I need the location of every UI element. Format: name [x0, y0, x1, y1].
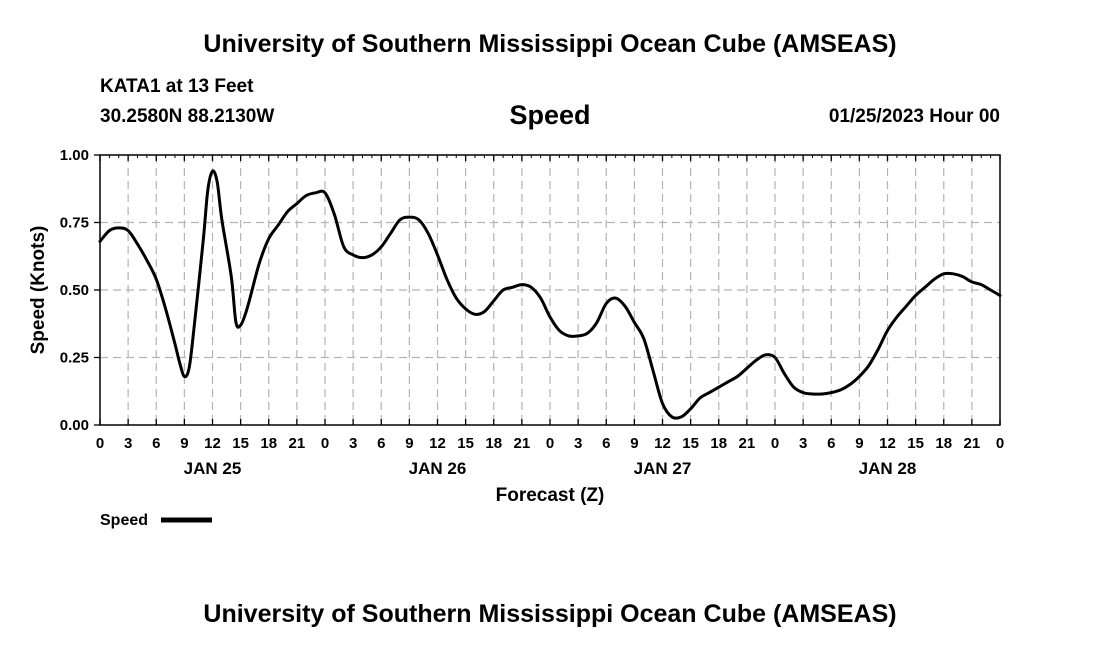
- x-tick-label: 12: [204, 435, 221, 452]
- x-tick-label: 0: [321, 435, 329, 452]
- speed-series-line: [98, 169, 1002, 420]
- x-tick-label: 3: [799, 435, 807, 452]
- day-label: JAN 25: [184, 459, 242, 478]
- legend: Speed: [100, 512, 212, 529]
- x-tick-label: 6: [152, 435, 160, 452]
- x-tick-label: 6: [377, 435, 385, 452]
- tick-labels: 0 3 6 9 12 15 18 21 0 3 6 9 12 15 18 21 0 3 6 9 12 15 18 21 0 3 6 9…: [60, 147, 1004, 478]
- day-label: JAN 28: [859, 459, 917, 478]
- series-layer: [98, 169, 1002, 420]
- day-label: JAN 26: [409, 459, 467, 478]
- x-tick-label: 6: [827, 435, 835, 452]
- x-tick-label: 15: [907, 435, 924, 452]
- y-tick-label: 0.75: [60, 215, 89, 232]
- x-tick-label: 21: [964, 435, 981, 452]
- x-tick-label: 9: [180, 435, 188, 452]
- coordinates-label: 30.2580N 88.2130W: [100, 106, 275, 127]
- station-label: KATA1 at 13 Feet: [100, 76, 254, 97]
- x-tick-label: 21: [289, 435, 306, 452]
- x-tick-label: 9: [630, 435, 638, 452]
- x-tick-label: 0: [771, 435, 779, 452]
- chart-title-top: University of Southern Mississippi Ocean…: [203, 30, 897, 58]
- x-tick-label: 15: [457, 435, 474, 452]
- y-tick-label: 0.25: [60, 350, 89, 367]
- x-tick-label: 18: [710, 435, 727, 452]
- x-tick-label: 3: [349, 435, 357, 452]
- chart-title-bottom: University of Southern Mississippi Ocean…: [203, 600, 897, 628]
- x-tick-label: 12: [654, 435, 671, 452]
- x-axis-label: Forecast (Z): [496, 485, 605, 506]
- x-tick-label: 6: [602, 435, 610, 452]
- forecast-datetime: 01/25/2023 Hour 00: [828, 106, 1000, 127]
- y-tick-label: 0.50: [60, 282, 89, 299]
- day-label: JAN 27: [634, 459, 692, 478]
- x-tick-label: 0: [96, 435, 104, 452]
- x-tick-label: 12: [879, 435, 896, 452]
- legend-label: Speed: [100, 512, 148, 529]
- x-tick-label: 3: [124, 435, 132, 452]
- y-axis-label: Speed (Knots): [28, 226, 49, 355]
- x-tick-label: 9: [405, 435, 413, 452]
- plot-frame: [99, 154, 1001, 426]
- x-tick-label: 18: [260, 435, 277, 452]
- x-tick-label: 15: [682, 435, 699, 452]
- y-tick-label: 0.00: [60, 417, 89, 434]
- x-tick-label: 15: [232, 435, 249, 452]
- grid-lines: [100, 155, 1000, 425]
- x-tick-label: 3: [574, 435, 582, 452]
- x-tick-label: 21: [514, 435, 531, 452]
- speed-line-chart: 0 3 6 9 12 15 18 21 0 3 6 9 12 15 18 21 0 3 6 9 12 15 18 21 0 3 6 9…: [28, 147, 1004, 529]
- x-tick-label: 12: [429, 435, 446, 452]
- y-tick-label: 1.00: [60, 147, 89, 164]
- x-tick-label: 18: [935, 435, 952, 452]
- variable-title: Speed: [509, 100, 591, 130]
- x-tick-label: 21: [739, 435, 756, 452]
- x-tick-label: 0: [546, 435, 554, 452]
- x-tick-label: 18: [485, 435, 502, 452]
- x-tick-label: 0: [996, 435, 1004, 452]
- x-tick-label: 9: [855, 435, 863, 452]
